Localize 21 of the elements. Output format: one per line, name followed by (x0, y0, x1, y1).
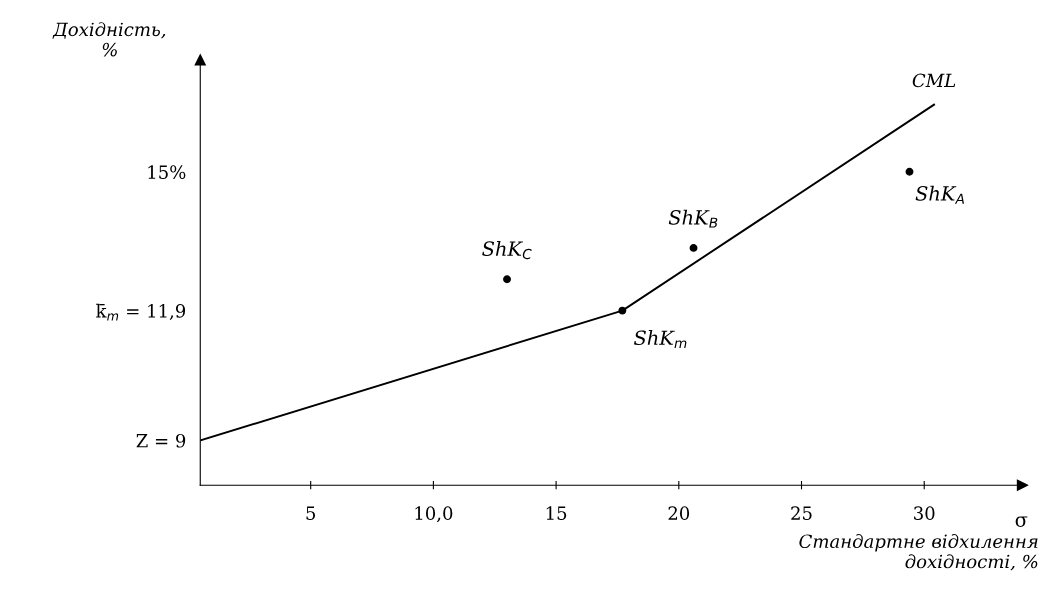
annotation: ShK$_{C}$ (482, 240, 532, 260)
x-tick-label: 5 (306, 506, 316, 520)
point (618, 306, 627, 315)
annotation: ShK$_{m}$ (634, 330, 687, 348)
x-tick-label: 10,0 (415, 506, 453, 523)
x-tick-label: 20 (668, 506, 690, 520)
y-tick-label: 15% (148, 165, 186, 179)
annotation: ShK$_{A}$ (915, 185, 964, 204)
x-tick-label: 25 (791, 506, 812, 520)
x-tick-label: 30 (914, 506, 935, 520)
point (905, 167, 914, 176)
x-axis-title: Стандартне відхилення дохідності, % (799, 534, 1038, 571)
y-tick-label: k̄$_{m}$ = 11,9 (96, 303, 186, 321)
annotation: ShK$_{B}$ (668, 209, 718, 228)
series-label: CML (912, 73, 956, 88)
text: σ (1015, 516, 1028, 527)
y-tick-label: Z = 9 (136, 433, 186, 448)
point (503, 275, 511, 284)
point (689, 243, 698, 252)
x-tick-label: 15 (546, 506, 567, 520)
y-axis-title: Дохідність, % (52, 22, 166, 57)
